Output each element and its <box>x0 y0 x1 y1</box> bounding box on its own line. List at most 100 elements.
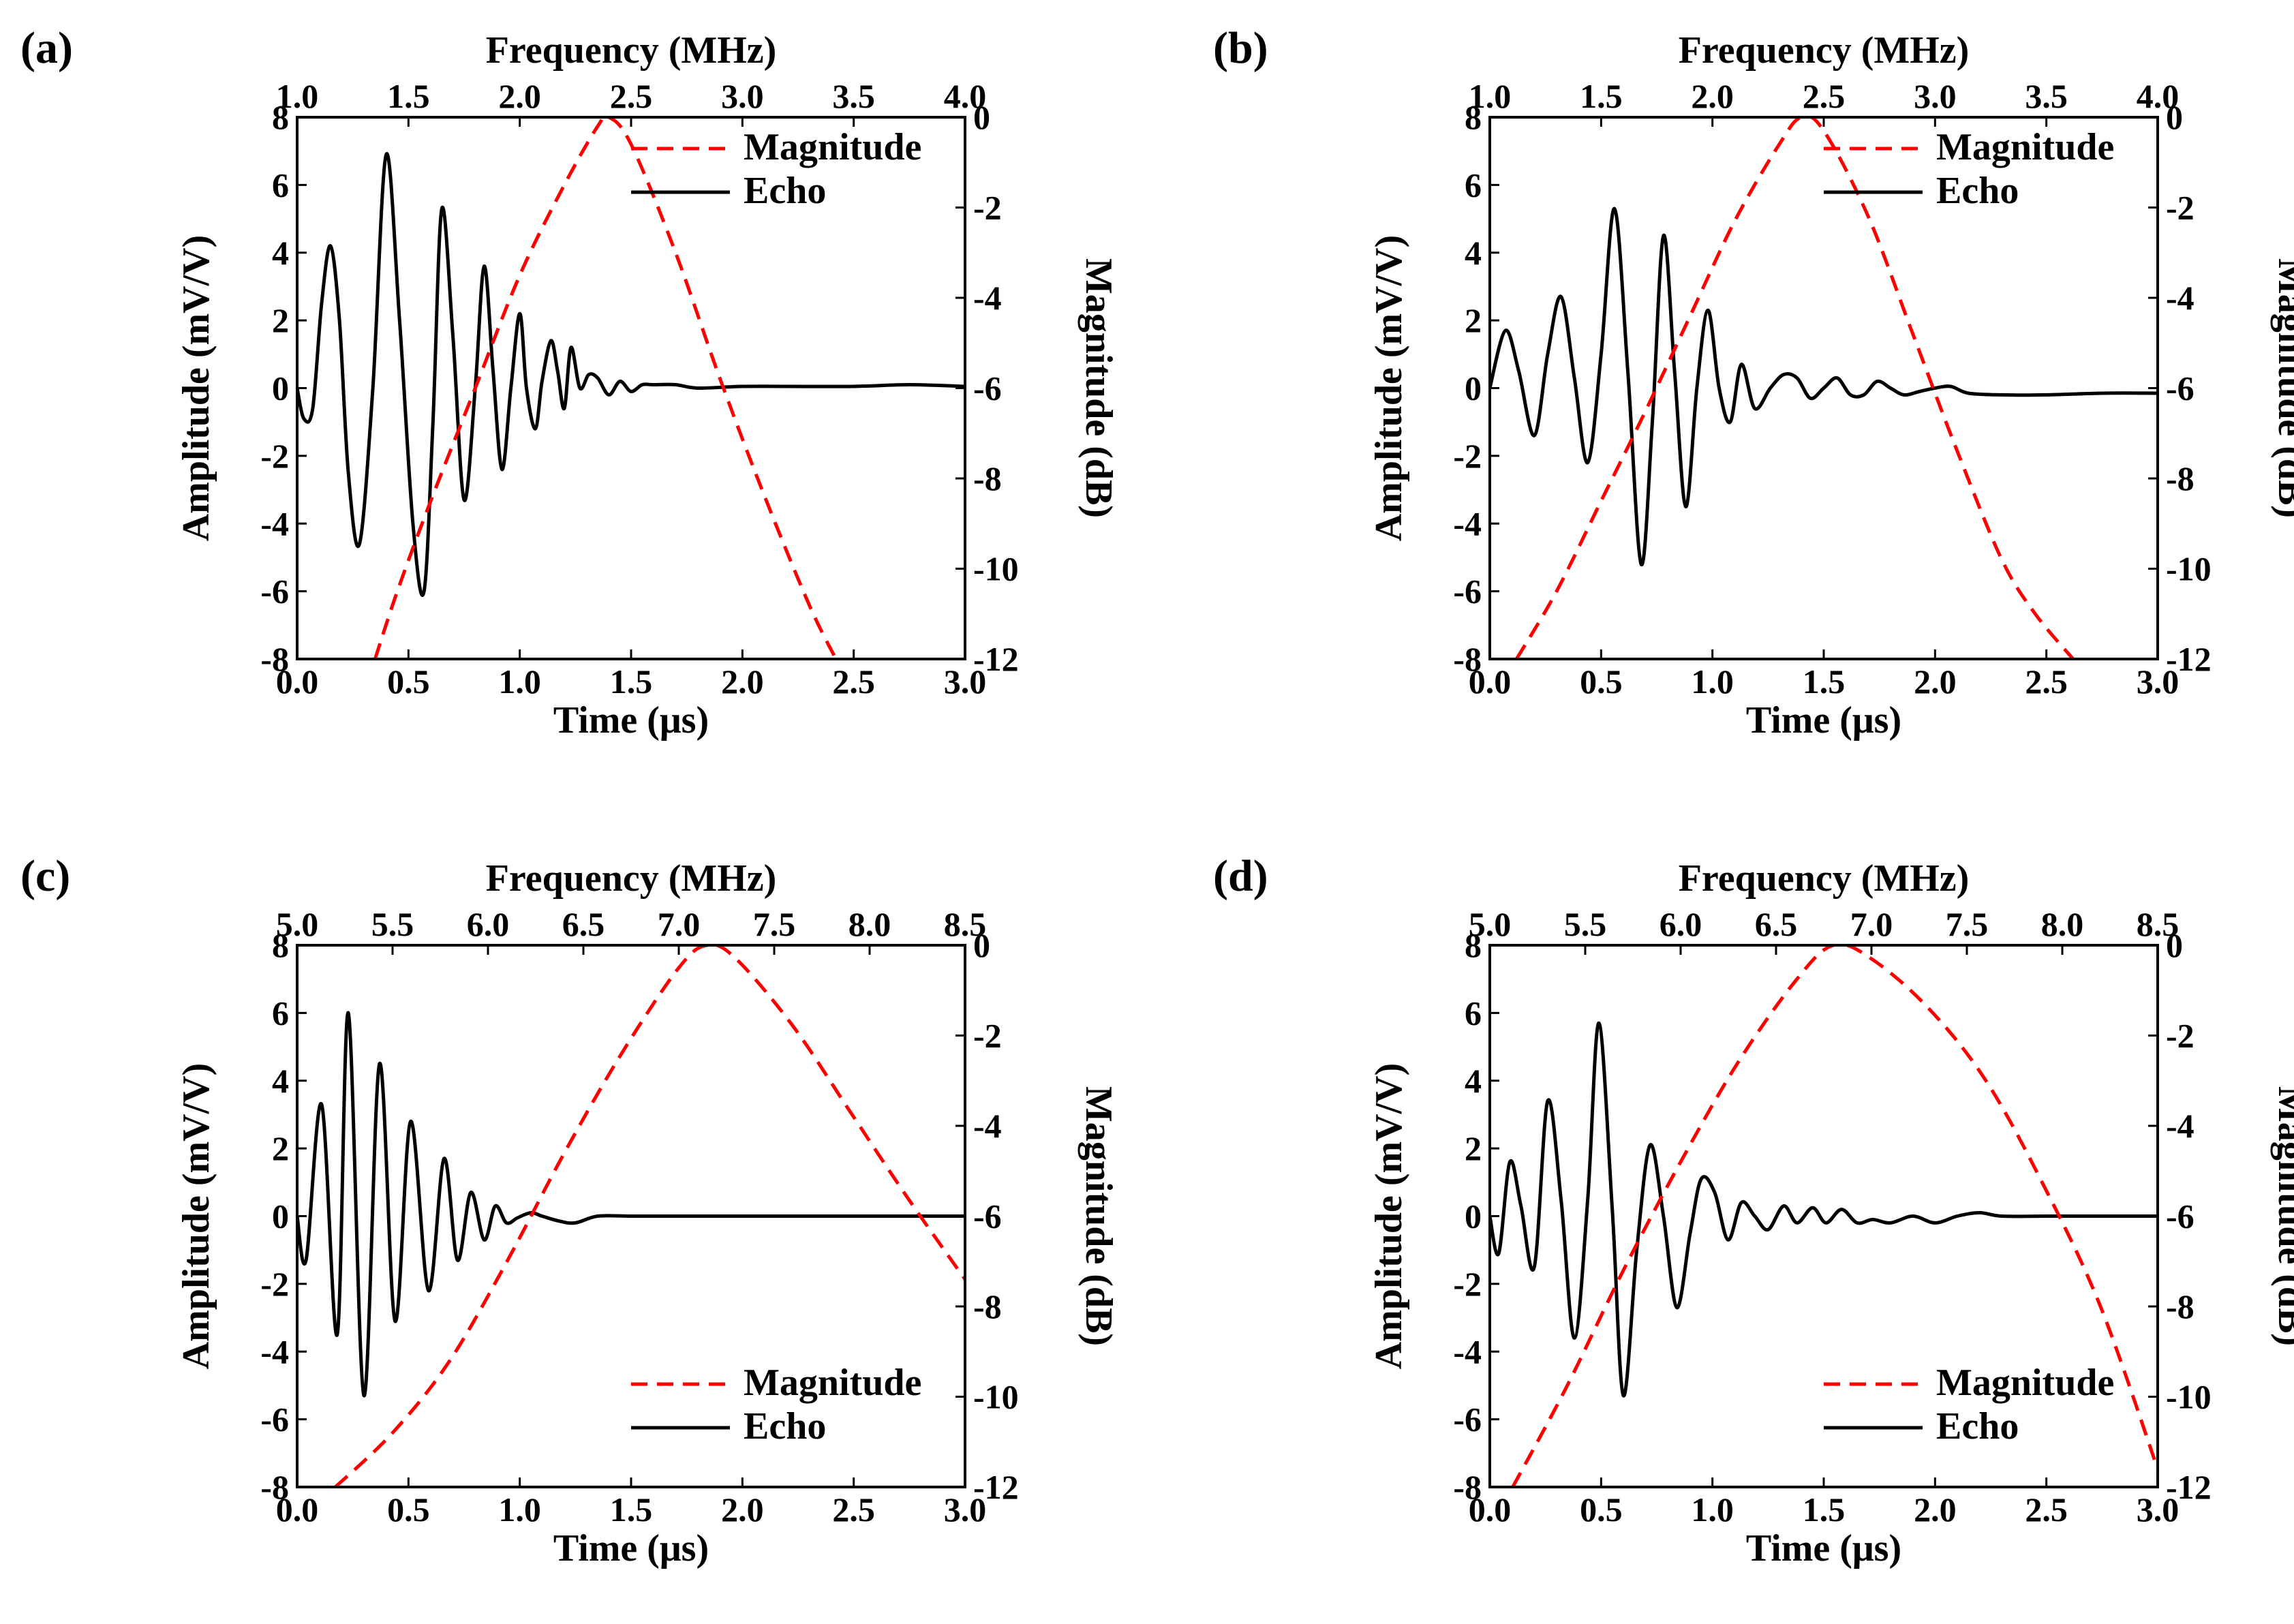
x2-tick-label: 2.0 <box>1691 77 1734 115</box>
x-tick-label: 3.0 <box>944 662 987 701</box>
x2-tick-label: 5.0 <box>276 905 319 943</box>
x-tick-label: 0.5 <box>387 662 430 701</box>
x2-tick-label: 6.5 <box>562 905 605 943</box>
legend-label-echo: Echo <box>744 170 826 212</box>
legend-label-magnitude: Magnitude <box>1936 1362 2114 1404</box>
y2-axis-title: Magnitude (dB) <box>2270 1086 2294 1346</box>
y2-tick-label: -10 <box>973 550 1019 588</box>
x2-tick-label: 4.0 <box>944 77 987 115</box>
y2-tick-label: -8 <box>973 459 1002 497</box>
y-tick-label: 6 <box>1465 994 1482 1032</box>
y-tick-label: -8 <box>1453 640 1482 678</box>
y-tick-label: -2 <box>1453 437 1482 475</box>
panel-label: (b) <box>1213 23 1268 73</box>
y2-tick-label: -2 <box>2166 1017 2194 1055</box>
y-tick-label: -4 <box>260 504 289 542</box>
x2-tick-label: 5.5 <box>371 905 414 943</box>
x2-tick-label: 7.5 <box>753 905 796 943</box>
y2-tick-label: -4 <box>2166 1107 2194 1145</box>
x2-tick-label: 7.0 <box>658 905 701 943</box>
x-tick-label: 2.0 <box>721 1490 764 1529</box>
x2-axis-title: Frequency (MHz) <box>1679 857 1970 900</box>
x2-tick-label: 1.5 <box>1580 77 1623 115</box>
x-tick-label: 3.0 <box>2137 662 2180 701</box>
y-tick-label: 6 <box>272 166 289 204</box>
y-tick-label: 0 <box>1465 1197 1482 1236</box>
y-tick-label: 8 <box>1465 926 1482 964</box>
y2-tick-label: -12 <box>973 1468 1019 1506</box>
x-tick-label: 1.5 <box>1803 662 1846 701</box>
y2-tick-label: -6 <box>973 1197 1002 1236</box>
y2-tick-label: -12 <box>973 640 1019 678</box>
x-tick-label: 2.0 <box>1914 1490 1957 1529</box>
x-tick-label: 3.0 <box>944 1490 987 1529</box>
panel-c: (c) 0.0 0.5 1.0 1.5 2.0 2.5 3.0 5.0 5.5 6.0 6.5 7.0 7… <box>20 851 1120 1569</box>
y2-tick-label: 0 <box>973 98 990 136</box>
x-tick-label: 2.0 <box>1914 662 1957 701</box>
x2-tick-label: 4.0 <box>2137 77 2180 115</box>
y-tick-label: 8 <box>272 926 289 964</box>
y2-tick-label: -4 <box>973 1107 1002 1145</box>
x-tick-label: 2.5 <box>2025 662 2068 701</box>
series-line-magnitude <box>1515 117 2075 659</box>
series-line-echo <box>1490 1021 2158 1398</box>
x2-tick-label: 8.0 <box>848 905 891 943</box>
y2-axis-title: Magnitude (dB) <box>1077 1086 1120 1346</box>
y-tick-label: -8 <box>260 1468 289 1506</box>
y-tick-label: -2 <box>1453 1265 1482 1303</box>
legend-label-echo: Echo <box>744 1405 826 1447</box>
legend-label-magnitude: Magnitude <box>744 1362 921 1404</box>
y2-tick-label: -10 <box>2166 1378 2212 1416</box>
x-tick-label: 1.0 <box>1691 1490 1734 1529</box>
x2-axis-title: Frequency (MHz) <box>1679 29 1970 72</box>
y2-tick-label: -8 <box>2166 459 2194 497</box>
x-tick-label: 0.0 <box>276 1490 319 1529</box>
x-tick-label: 1.5 <box>1803 1490 1846 1529</box>
y-tick-label: 0 <box>272 369 289 408</box>
y2-tick-label: 0 <box>973 926 990 964</box>
x-axis-title: Time (μs) <box>553 1527 709 1569</box>
series-line-echo <box>1490 206 2158 566</box>
x2-tick-label: 6.0 <box>1660 905 1702 943</box>
x-tick-label: 2.5 <box>832 662 875 701</box>
y2-tick-label: -6 <box>973 369 1002 408</box>
x2-tick-label: 7.5 <box>1946 905 1989 943</box>
x2-axis-title: Frequency (MHz) <box>486 857 777 900</box>
panel-a: (a) 0.0 0.5 1.0 1.5 2.0 2.5 3.0 1.0 1.5 2.0 2.5 3.0 3… <box>20 23 1120 741</box>
x-axis-title: Time (μs) <box>1746 699 1901 741</box>
y2-tick-label: -12 <box>2166 640 2212 678</box>
x2-tick-label: 1.0 <box>1469 77 1512 115</box>
x-tick-label: 0.0 <box>276 662 319 701</box>
x2-tick-label: 3.0 <box>721 77 764 115</box>
y2-tick-label: -2 <box>2166 189 2194 227</box>
panel-label: (c) <box>20 851 70 901</box>
series-line-magnitude <box>334 945 965 1487</box>
y-tick-label: 2 <box>272 301 289 339</box>
y-axis-title: Amplitude (mV/V) <box>175 235 217 542</box>
x2-tick-label: 3.5 <box>832 77 875 115</box>
panel-label: (a) <box>20 23 73 73</box>
x-tick-label: 1.0 <box>1691 662 1734 701</box>
x2-tick-label: 6.5 <box>1755 905 1798 943</box>
legend-label-echo: Echo <box>1936 170 2019 212</box>
y-tick-label: -6 <box>260 1400 289 1439</box>
y-tick-label: 2 <box>1465 301 1482 339</box>
x2-tick-label: 8.0 <box>2041 905 2084 943</box>
y-tick-label: 8 <box>1465 98 1482 136</box>
legend-label-magnitude: Magnitude <box>1936 126 2114 168</box>
y2-tick-label: -10 <box>2166 550 2212 588</box>
x2-tick-label: 2.5 <box>1803 77 1846 115</box>
y-tick-label: -8 <box>260 640 289 678</box>
x-tick-label: 0.0 <box>1469 662 1512 701</box>
x2-tick-label: 5.5 <box>1564 905 1607 943</box>
panel-label: (d) <box>1213 851 1268 901</box>
x2-tick-label: 2.5 <box>610 77 653 115</box>
x-tick-label: 0.5 <box>1580 662 1623 701</box>
legend-label-echo: Echo <box>1936 1405 2019 1447</box>
y-tick-label: 0 <box>1465 369 1482 408</box>
y2-tick-label: -2 <box>973 1017 1002 1055</box>
y2-axis-title: Magnitude (dB) <box>2270 258 2294 518</box>
y-tick-label: 4 <box>1465 234 1482 272</box>
y-tick-label: -6 <box>1453 572 1482 611</box>
